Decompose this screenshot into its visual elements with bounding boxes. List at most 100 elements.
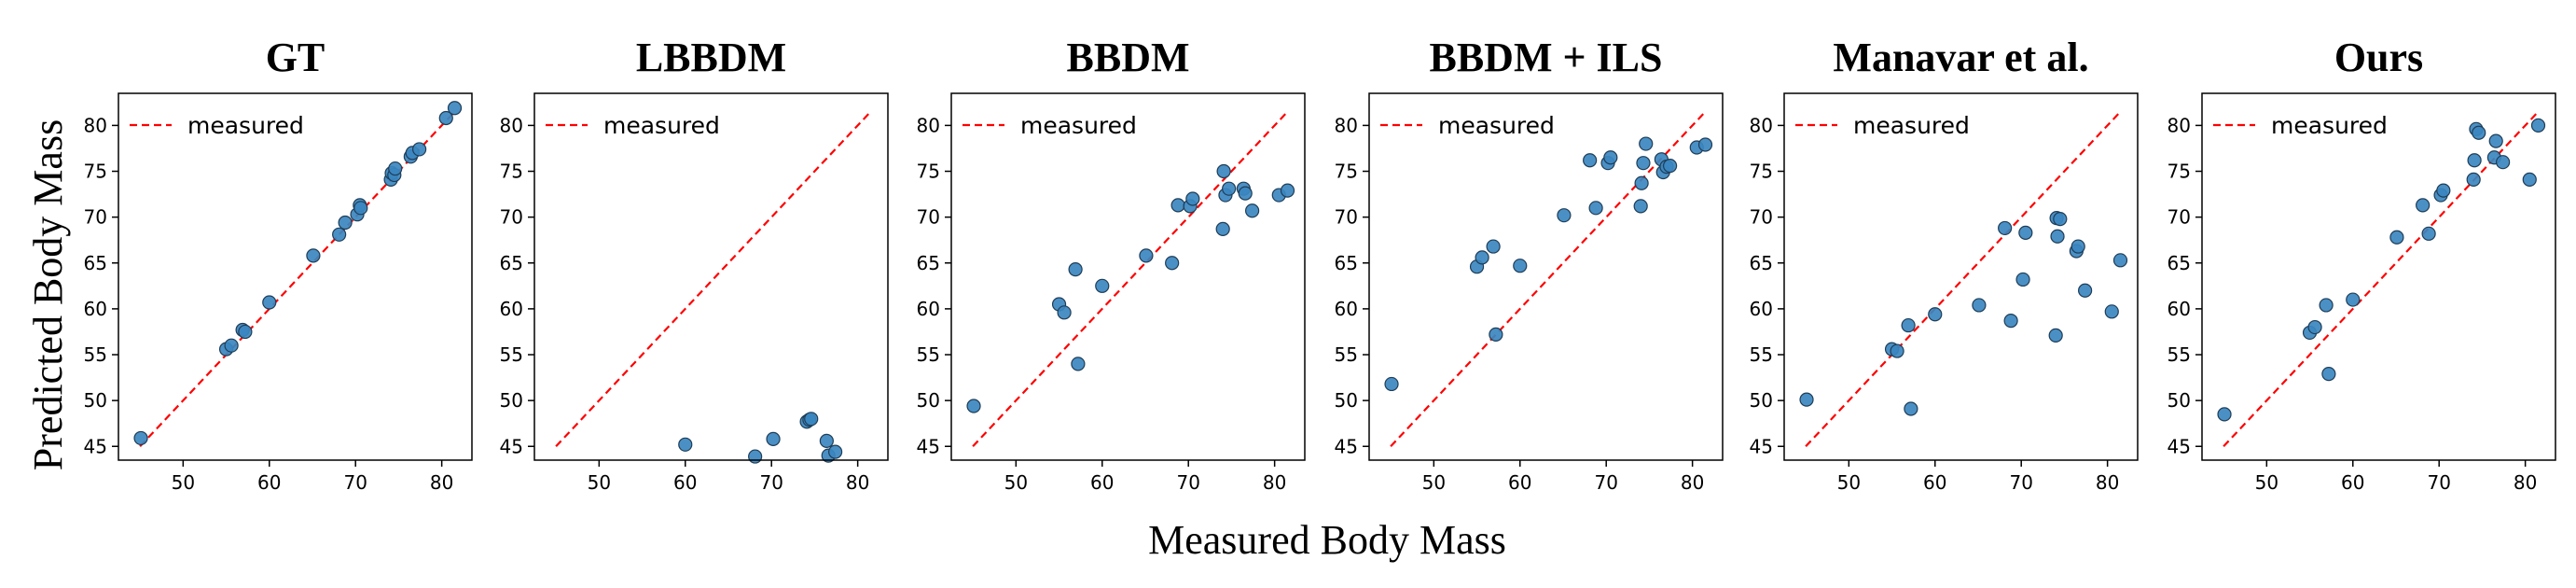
data-point — [766, 431, 781, 447]
data-point — [819, 433, 834, 448]
plot-frame — [1368, 92, 1724, 461]
legend-label: measured — [1853, 112, 1970, 139]
data-point — [1216, 163, 1231, 179]
y-tick-label: 55 — [500, 343, 523, 366]
data-point — [2104, 304, 2119, 319]
data-point — [338, 215, 353, 231]
data-point — [133, 430, 148, 446]
legend-label: measured — [603, 112, 720, 139]
y-tick-label: 50 — [1335, 389, 1358, 412]
plot-frame — [533, 92, 889, 461]
y-tick-label: 50 — [1750, 389, 1773, 412]
y-tick-label: 45 — [500, 435, 523, 457]
x-tick-label: 70 — [1594, 471, 1617, 494]
measured-reference-line — [1805, 110, 2122, 448]
y-tick-label: 60 — [1750, 298, 1773, 320]
measured-reference-line — [555, 110, 872, 448]
y-tick-label: 80 — [1750, 114, 1773, 136]
x-tick-label: 70 — [759, 471, 782, 494]
y-tick-label: 75 — [500, 161, 523, 183]
chart-panel: BBDM + ILS 50 60 70 80 45 50 55 60 65 70 75 80 measur… — [1335, 35, 1724, 494]
data-point — [804, 412, 819, 427]
chart-panel: Ours 50 60 70 80 45 50 55 60 65 70 75 80 measured — [2167, 35, 2556, 494]
data-point — [2466, 172, 2481, 187]
y-tick-label: 60 — [2167, 298, 2191, 320]
x-tick-label: 50 — [2255, 471, 2278, 494]
x-tick-label: 70 — [343, 471, 367, 494]
data-point — [2389, 230, 2404, 245]
data-point — [332, 227, 347, 242]
chart-panel: BBDM 50 60 70 80 45 50 55 60 65 70 75 80 measured — [917, 35, 1306, 494]
y-tick-label: 80 — [500, 114, 523, 136]
data-point — [2496, 155, 2511, 170]
x-tick-label: 60 — [673, 471, 697, 494]
data-point — [1068, 262, 1083, 277]
y-tick-label: 75 — [84, 161, 107, 183]
y-axis-title: Predicted Body Mass — [25, 119, 71, 470]
data-point — [2436, 183, 2451, 198]
x-tick-label: 70 — [1176, 471, 1199, 494]
chart-title: BBDM + ILS — [1429, 35, 1662, 80]
data-point — [1489, 327, 1503, 342]
legend-label: measured — [187, 112, 304, 139]
x-tick-label: 60 — [257, 471, 281, 494]
data-point — [1663, 159, 1678, 174]
data-point — [1603, 150, 1618, 165]
y-tick-label: 55 — [2167, 343, 2191, 366]
y-tick-label: 65 — [84, 252, 107, 274]
x-tick-label: 50 — [1422, 471, 1446, 494]
y-tick-label: 50 — [500, 389, 523, 412]
measured-reference-line — [139, 110, 456, 448]
x-tick-label: 50 — [172, 471, 195, 494]
x-tick-label: 70 — [2427, 471, 2450, 494]
y-tick-label: 50 — [917, 389, 940, 412]
data-point — [1139, 248, 1154, 263]
x-axis-title: Measured Body Mass — [1148, 517, 1506, 563]
data-point — [306, 248, 321, 263]
data-point — [1222, 181, 1237, 196]
data-point — [2003, 314, 2018, 329]
data-point — [2078, 283, 2093, 298]
y-tick-label: 70 — [1750, 206, 1773, 229]
data-point — [1588, 201, 1603, 216]
y-tick-label: 45 — [84, 435, 107, 457]
y-tick-label: 70 — [917, 206, 940, 229]
data-point — [1583, 153, 1598, 168]
x-tick-label: 60 — [1508, 471, 1531, 494]
measured-reference-line — [972, 110, 1289, 448]
data-point — [2530, 118, 2546, 133]
data-point — [2319, 298, 2334, 313]
data-point — [412, 142, 427, 157]
data-point — [1639, 136, 1654, 151]
data-point — [2488, 133, 2503, 148]
data-point — [1165, 256, 1180, 271]
legend-label: measured — [1020, 112, 1137, 139]
data-point — [1636, 156, 1651, 171]
y-tick-label: 65 — [1750, 252, 1773, 274]
y-tick-label: 60 — [84, 298, 107, 320]
y-tick-label: 45 — [2167, 435, 2191, 457]
plot-frame — [950, 92, 1306, 461]
y-tick-label: 50 — [84, 389, 107, 412]
x-tick-label: 80 — [2096, 471, 2119, 494]
y-tick-label: 65 — [917, 252, 940, 274]
data-point — [2112, 253, 2128, 268]
data-point — [224, 338, 239, 353]
y-tick-label: 60 — [1335, 298, 1358, 320]
data-point — [2070, 239, 2085, 254]
chart-title: Ours — [2334, 35, 2423, 80]
y-tick-label: 65 — [1335, 252, 1358, 274]
data-point — [2018, 225, 2033, 240]
x-tick-label: 80 — [430, 471, 453, 494]
y-tick-label: 80 — [84, 114, 107, 136]
chart-title: LBBDM — [636, 35, 786, 80]
plot-frame — [2201, 92, 2556, 461]
y-tick-label: 45 — [1750, 435, 1773, 457]
x-tick-label: 80 — [1681, 471, 1704, 494]
data-point — [2346, 292, 2361, 307]
y-tick-label: 75 — [1335, 161, 1358, 183]
y-tick-label: 80 — [2167, 114, 2191, 136]
x-tick-label: 60 — [1090, 471, 1114, 494]
y-tick-label: 65 — [500, 252, 523, 274]
